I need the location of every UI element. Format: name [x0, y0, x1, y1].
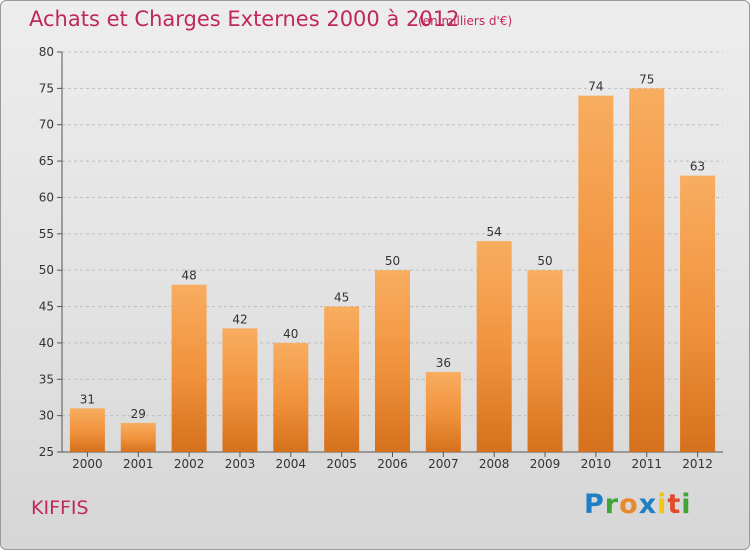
bar-2005 — [324, 306, 360, 452]
bar-2001 — [120, 422, 156, 452]
logo-letter: x — [638, 489, 658, 520]
bar-2007 — [425, 372, 461, 452]
commune-name: KIFFIS — [31, 497, 89, 519]
y-tick-label: 80 — [39, 45, 54, 59]
y-tick-label: 40 — [39, 336, 54, 350]
x-tick-label: 2001 — [123, 457, 154, 471]
data-label: 63 — [690, 160, 705, 174]
x-tick-label: 2005 — [326, 457, 357, 471]
y-tick-label: 75 — [39, 81, 54, 95]
data-label: 29 — [131, 407, 146, 421]
x-tick-label: 2003 — [225, 457, 256, 471]
x-tick-label: 2009 — [530, 457, 561, 471]
logo-letter: t — [667, 489, 682, 520]
y-tick-label: 30 — [39, 409, 54, 423]
y-tick-label: 25 — [39, 445, 54, 459]
bar-2000 — [69, 408, 105, 452]
logo-letter: i — [657, 489, 668, 520]
x-tick-label: 2011 — [631, 457, 662, 471]
y-tick-label: 60 — [39, 190, 54, 204]
bar-2002 — [171, 284, 207, 452]
bar-2006 — [375, 270, 410, 452]
data-label: 74 — [588, 80, 603, 94]
proxiti-logo: Proxiti — [584, 489, 692, 520]
bars — [69, 88, 716, 453]
data-labels: 31 29 48 42 40 45 50 36 54 50 74 75 63 — [80, 72, 705, 421]
x-tick-label: 2004 — [276, 457, 307, 471]
data-label: 48 — [181, 269, 196, 283]
data-label: 45 — [334, 291, 349, 305]
x-tick-label: 2010 — [581, 457, 612, 471]
bar-2010 — [578, 95, 614, 453]
data-label: 42 — [232, 312, 247, 326]
logo-letter: o — [619, 489, 639, 520]
data-label: 31 — [80, 392, 95, 406]
y-tick-label: 35 — [39, 372, 54, 386]
logo-letter: P — [584, 489, 605, 520]
x-tick-label: 2007 — [428, 457, 459, 471]
x-tick-label: 2000 — [72, 457, 103, 471]
bar-2012 — [680, 175, 716, 453]
chart-subtitle: (en milliers d'€) — [418, 14, 513, 28]
x-tick-label: 2012 — [682, 457, 713, 471]
data-label: 40 — [283, 327, 298, 341]
data-label: 50 — [537, 254, 552, 268]
bar-2003 — [222, 328, 258, 452]
data-label: 75 — [639, 72, 654, 86]
y-tick-label: 55 — [39, 227, 54, 241]
x-tick-label: 2002 — [174, 457, 205, 471]
y-tick-label: 70 — [39, 118, 54, 132]
x-tick-label: 2008 — [479, 457, 510, 471]
bar-2008 — [476, 241, 512, 452]
data-label: 54 — [487, 225, 502, 239]
chart-title: Achats et Charges Externes 2000 à 2012 — [29, 7, 460, 31]
tick-labels: 25 30 35 40 45 50 55 60 65 70 75 80 2000 2001 2002 2003… — [39, 45, 713, 471]
bar-2009 — [527, 270, 563, 452]
y-tick-label: 65 — [39, 154, 54, 168]
y-tick-label: 50 — [39, 263, 54, 277]
logo-letter: r — [604, 489, 620, 520]
logo-letter: i — [681, 489, 692, 520]
data-label: 36 — [436, 356, 451, 370]
data-label: 50 — [385, 254, 400, 268]
bar-2004 — [273, 342, 309, 452]
y-tick-label: 45 — [39, 300, 54, 314]
x-tick-label: 2006 — [377, 457, 408, 471]
bar-2011 — [629, 88, 665, 452]
